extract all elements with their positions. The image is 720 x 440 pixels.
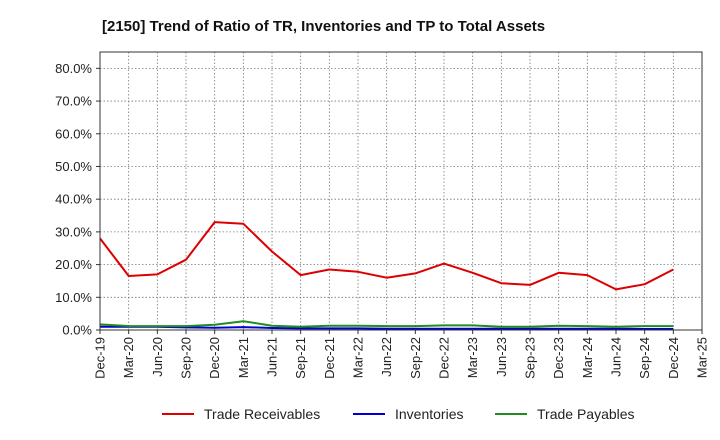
grid [99, 52, 703, 331]
x-axis-ticks: Dec-19 Mar-20 Jun-20 Sep-20 Dec-20 Mar-21 Jun-… [93, 330, 710, 379]
x-tick-label: Jun-24 [609, 337, 624, 377]
y-tick-label: 30.0% [55, 224, 92, 239]
legend: Trade Receivables Inventories Trade Payabl… [162, 406, 635, 422]
x-tick-label: Sep-22 [408, 337, 423, 379]
x-tick-label: Sep-20 [179, 337, 194, 379]
y-axis-ticks: 0.0% 10.0% 20.0% 30.0% 40.0% 50.0% 60.0% 70.0% 8… [55, 61, 100, 338]
x-tick-label: Sep-24 [637, 337, 652, 379]
x-tick-label: Mar-23 [465, 337, 480, 378]
x-tick-label: Mar-24 [580, 337, 595, 378]
x-tick-label: Dec-23 [551, 337, 566, 379]
series-line-trade-receivables [99, 221, 674, 291]
x-tick-label: Dec-24 [666, 337, 681, 379]
y-tick-label: 60.0% [55, 126, 92, 141]
x-tick-label: Jun-23 [494, 337, 509, 377]
plot-frame [99, 51, 703, 331]
y-tick-label: 10.0% [55, 290, 92, 305]
x-tick-label: Sep-21 [293, 337, 308, 379]
y-tick-label: 70.0% [55, 94, 92, 109]
y-tick-label: 50.0% [55, 159, 92, 174]
series-lines [99, 221, 674, 330]
x-tick-label: Dec-20 [207, 337, 222, 379]
x-tick-label: Dec-19 [93, 337, 108, 379]
x-tick-label: Jun-22 [379, 337, 394, 377]
x-tick-label: Jun-20 [150, 337, 165, 377]
x-tick-label: Sep-23 [523, 337, 538, 379]
x-tick-label: Mar-25 [695, 337, 710, 378]
x-tick-label: Mar-20 [121, 337, 136, 378]
y-tick-label: 40.0% [55, 192, 92, 207]
series-line-inventories [100, 325, 674, 330]
legend-label-trade-receivables: Trade Receivables [204, 406, 320, 422]
y-tick-label: 20.0% [55, 257, 92, 272]
x-tick-label: Mar-21 [236, 337, 251, 378]
chart-title: [2150] Trend of Ratio of TR, Inventories… [102, 18, 545, 35]
y-tick-label: 80.0% [55, 61, 92, 76]
x-tick-label: Mar-22 [351, 337, 366, 378]
x-tick-label: Dec-22 [437, 337, 452, 379]
legend-label-trade-payables: Trade Payables [537, 406, 635, 422]
y-tick-label: 0.0% [62, 323, 92, 338]
x-tick-label: Dec-21 [322, 337, 337, 379]
series-line-trade-payables [99, 320, 674, 328]
x-tick-label: Jun-21 [265, 337, 280, 377]
legend-label-inventories: Inventories [395, 406, 463, 422]
